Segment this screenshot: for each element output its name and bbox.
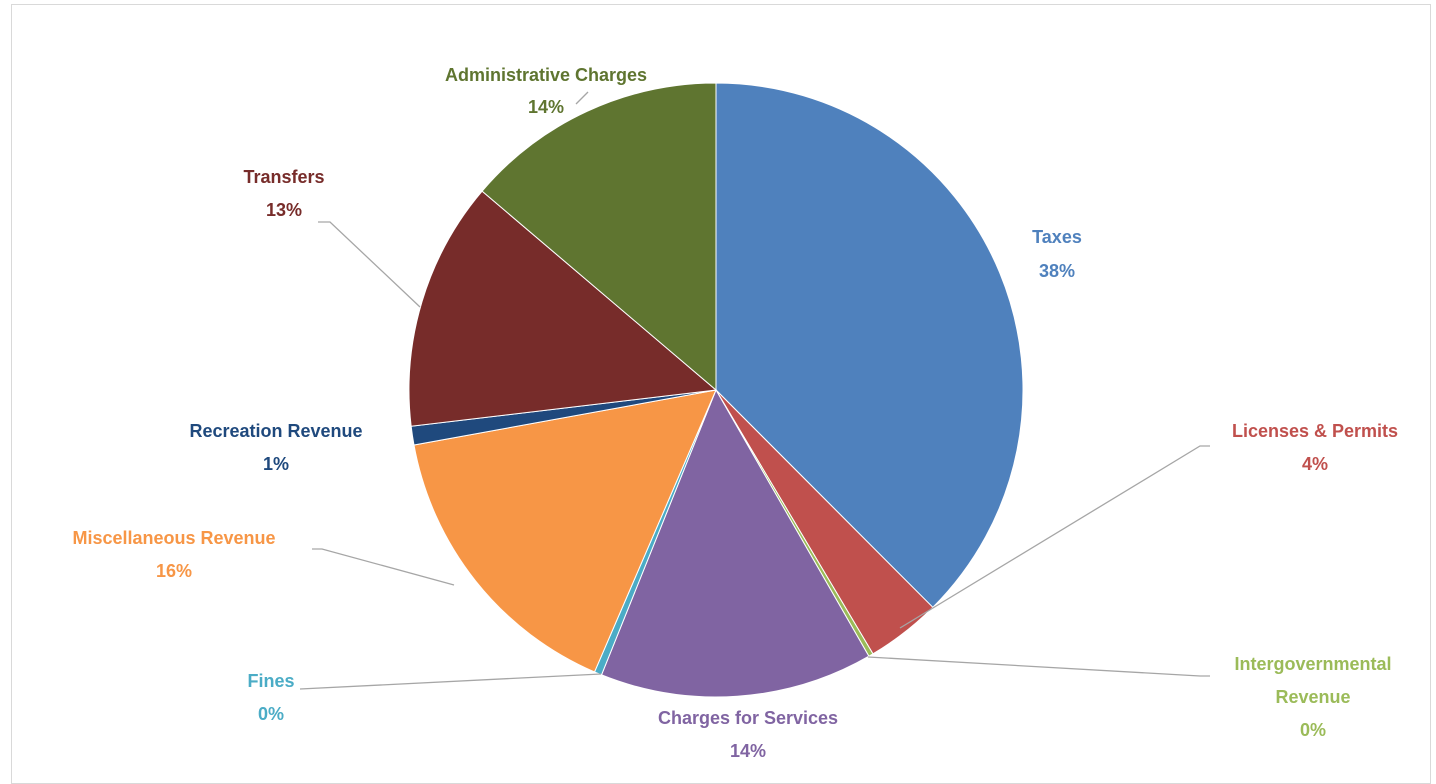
slice-percent-label: 0% xyxy=(258,704,284,724)
slice-name-label: Licenses & Permits xyxy=(1232,421,1398,441)
slice-name-label: Taxes xyxy=(1032,227,1082,247)
slice-percent-label: 16% xyxy=(156,561,192,581)
leader-line xyxy=(299,673,602,690)
leader-line xyxy=(312,548,455,586)
slice-percent-label: 14% xyxy=(730,741,766,761)
slice-name-label: Transfers xyxy=(243,167,324,187)
slice-percent-label: 13% xyxy=(266,200,302,220)
leader-line xyxy=(867,656,1210,677)
leader-line xyxy=(318,221,421,308)
leader-line xyxy=(899,445,1210,629)
leader-line xyxy=(575,91,589,105)
pie-slice-taxes xyxy=(715,82,1024,609)
pie-slice-charges-for-services xyxy=(600,388,870,698)
slice-name-label: Recreation Revenue xyxy=(189,421,362,441)
pie-slice-transfers xyxy=(408,190,718,427)
slice-name-label: Revenue xyxy=(1275,687,1350,707)
slice-percent-label: 1% xyxy=(263,454,289,474)
slice-labels: Taxes 38% Licenses & Permits 4% Intergovernm… xyxy=(72,65,1398,761)
slice-percent-label: 0% xyxy=(1300,720,1326,740)
pie-slice-administrative-charges xyxy=(481,82,717,392)
slice-name-label: Charges for Services xyxy=(658,708,838,728)
slice-name-label: Fines xyxy=(247,671,294,691)
slice-name-label: Miscellaneous Revenue xyxy=(72,528,275,548)
slice-name-label: Administrative Charges xyxy=(445,65,647,85)
pie-slices xyxy=(408,82,1024,698)
slice-name-label: Intergovernmental xyxy=(1234,654,1391,674)
leader-lines xyxy=(299,91,1210,690)
slice-percent-label: 14% xyxy=(528,97,564,117)
slice-percent-label: 38% xyxy=(1039,261,1075,281)
slice-percent-label: 4% xyxy=(1302,454,1328,474)
pie-slice-miscellaneous-revenue xyxy=(413,389,717,673)
